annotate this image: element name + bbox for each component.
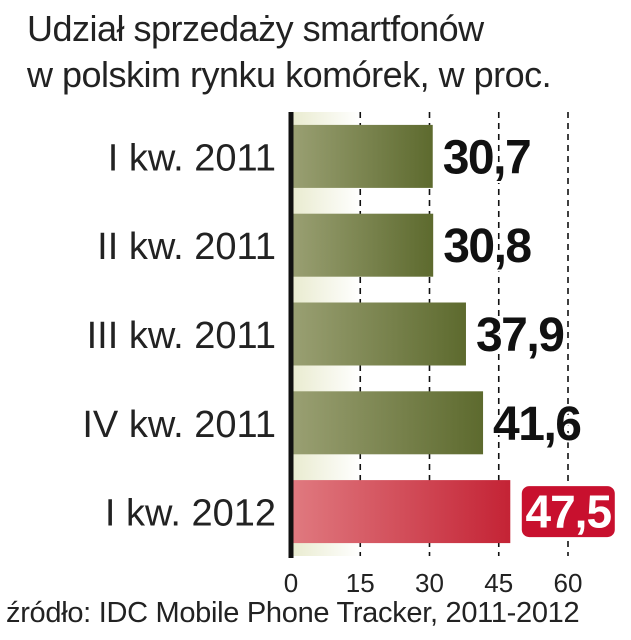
bar bbox=[291, 391, 484, 455]
value-label: 30,8 bbox=[443, 220, 531, 273]
category-label: II kw. 2011 bbox=[97, 226, 276, 268]
x-tick-label: 15 bbox=[346, 568, 375, 598]
category-label: III kw. 2011 bbox=[87, 315, 276, 357]
source-note: źródło: IDC Mobile Phone Tracker, 2011-2… bbox=[6, 597, 580, 629]
value-label: 47,5 bbox=[526, 486, 612, 538]
x-tick-label: 45 bbox=[484, 568, 513, 598]
category-label: I kw. 2011 bbox=[108, 137, 276, 179]
bar bbox=[291, 124, 433, 188]
x-tick-label: 60 bbox=[554, 568, 583, 598]
value-label: 41,6 bbox=[493, 398, 580, 451]
value-label: 37,9 bbox=[476, 309, 563, 362]
x-tick-label: 0 bbox=[284, 568, 298, 598]
x-tick-label: 30 bbox=[415, 568, 444, 598]
bar bbox=[291, 302, 466, 366]
chart-title-line-1: Udział sprzedaży smartfonów bbox=[27, 8, 484, 49]
value-label: 30,7 bbox=[443, 131, 530, 184]
bar bbox=[291, 213, 434, 277]
category-label: IV kw. 2011 bbox=[82, 404, 276, 446]
chart-title-line-2: w polskim rynku komórek, w proc. bbox=[27, 54, 552, 95]
bar bbox=[291, 480, 511, 544]
highlight-label-box bbox=[518, 483, 618, 541]
chart-title: Udział sprzedaży smartfonów w polskim ry… bbox=[27, 6, 627, 98]
category-label: I kw. 2012 bbox=[105, 493, 276, 535]
